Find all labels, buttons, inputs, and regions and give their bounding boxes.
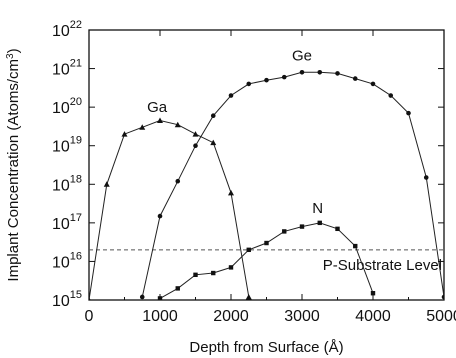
x-tick-label: 1000 — [142, 308, 178, 325]
series-n-point — [353, 243, 358, 249]
series-n-point — [335, 226, 340, 232]
y-axis-title-close: ) — [5, 48, 22, 53]
series-n-point — [299, 224, 305, 229]
reference-line-layer: P-Substrate Level — [89, 249, 444, 274]
series-ga-line — [89, 119, 250, 300]
series-ge-point — [157, 213, 163, 219]
x-tick-label: 0 — [85, 308, 94, 325]
series-n-point — [317, 220, 322, 226]
y-tick-exponent: 17 — [70, 212, 82, 224]
y-tick-label: 1022 — [52, 19, 82, 40]
y-tick-exponent: 18 — [70, 173, 82, 185]
x-tick-label: 5000 — [426, 308, 456, 325]
series-ge-point — [317, 70, 323, 75]
y-tick-base: 10 — [52, 254, 70, 271]
series-n-point — [193, 272, 198, 278]
x-tick-label: 4000 — [355, 308, 391, 325]
y-tick-label: 1018 — [52, 173, 82, 194]
series-ga-point — [139, 124, 146, 130]
series-ge-point — [175, 178, 181, 184]
series-ge-point — [139, 294, 145, 300]
series-ga-point — [228, 189, 234, 196]
y-tick-exponent: 20 — [70, 96, 82, 108]
p-substrate-level-label: P-Substrate Level — [323, 257, 442, 274]
y-tick-exponent: 15 — [70, 289, 82, 301]
x-tick-label: 3000 — [284, 308, 320, 325]
y-tick-base: 10 — [52, 216, 70, 233]
series-ga-point — [121, 131, 128, 137]
series-ge-point — [423, 175, 429, 180]
annotation-ge: Ge — [292, 48, 312, 65]
y-tick-label: 1019 — [52, 135, 82, 156]
series-ge-point — [228, 93, 234, 98]
y-tick-exponent: 16 — [70, 250, 82, 262]
y-tick-label: 1015 — [52, 289, 82, 310]
series-ge-point — [246, 81, 252, 87]
series-n-point — [246, 247, 251, 253]
series-ge-point — [441, 294, 444, 300]
series-ge-point — [210, 113, 216, 118]
series-ge-point — [352, 76, 358, 81]
series-ge-line — [141, 71, 444, 298]
series-n-point — [228, 265, 234, 270]
y-tick-exponent: 22 — [70, 19, 82, 31]
series-ge-point — [193, 143, 198, 149]
series-ga-point — [103, 181, 110, 187]
y-tick-base: 10 — [52, 139, 70, 156]
axis-layer: 0100020003000400050001015101610171018101… — [52, 19, 456, 325]
y-tick-base: 10 — [52, 177, 70, 194]
series-ga-point — [245, 293, 252, 300]
series-ge-point — [335, 71, 340, 76]
y-tick-label: 1021 — [52, 58, 82, 79]
series-ge-point — [281, 74, 287, 80]
series-ge-point — [264, 77, 269, 83]
series-ge-point — [406, 110, 411, 116]
series-ge — [139, 70, 444, 300]
annotation-layer: Ga Ge N — [147, 48, 323, 217]
y-tick-label: 1020 — [52, 96, 82, 117]
y-tick-label: 1017 — [52, 212, 82, 233]
series-ga-point — [174, 121, 181, 128]
y-tick-base: 10 — [52, 62, 70, 79]
series-layer — [89, 70, 444, 300]
series-ga-point — [192, 131, 199, 137]
y-axis-title-superscript: 3 — [5, 53, 16, 59]
series-ge-point — [388, 93, 394, 98]
y-tick-base: 10 — [52, 293, 70, 310]
series-n — [157, 220, 376, 300]
x-axis-title: Depth from Surface (Å) — [189, 339, 343, 356]
series-n-point — [282, 229, 287, 234]
x-tick-label: 2000 — [213, 308, 249, 325]
y-tick-base: 10 — [52, 100, 70, 117]
series-ga-point — [157, 117, 163, 124]
annotation-n: N — [312, 200, 323, 217]
series-ga-point — [210, 139, 217, 146]
y-tick-exponent: 19 — [70, 135, 82, 147]
y-axis-title: Implant Concentration (Atoms/cm3) — [5, 48, 23, 281]
series-n-point — [264, 240, 269, 246]
series-ge-point — [370, 81, 376, 87]
y-tick-base: 10 — [52, 23, 70, 40]
series-n-point — [370, 291, 376, 296]
y-axis-title-main: Implant Concentration (Atoms/cm — [5, 59, 22, 282]
annotation-ga: Ga — [147, 99, 168, 116]
y-tick-exponent: 21 — [70, 58, 82, 70]
series-n-point — [211, 270, 216, 276]
series-ga — [89, 117, 252, 300]
y-tick-label: 1016 — [52, 250, 82, 271]
series-n-point — [175, 286, 180, 291]
series-ge-point — [299, 70, 305, 75]
